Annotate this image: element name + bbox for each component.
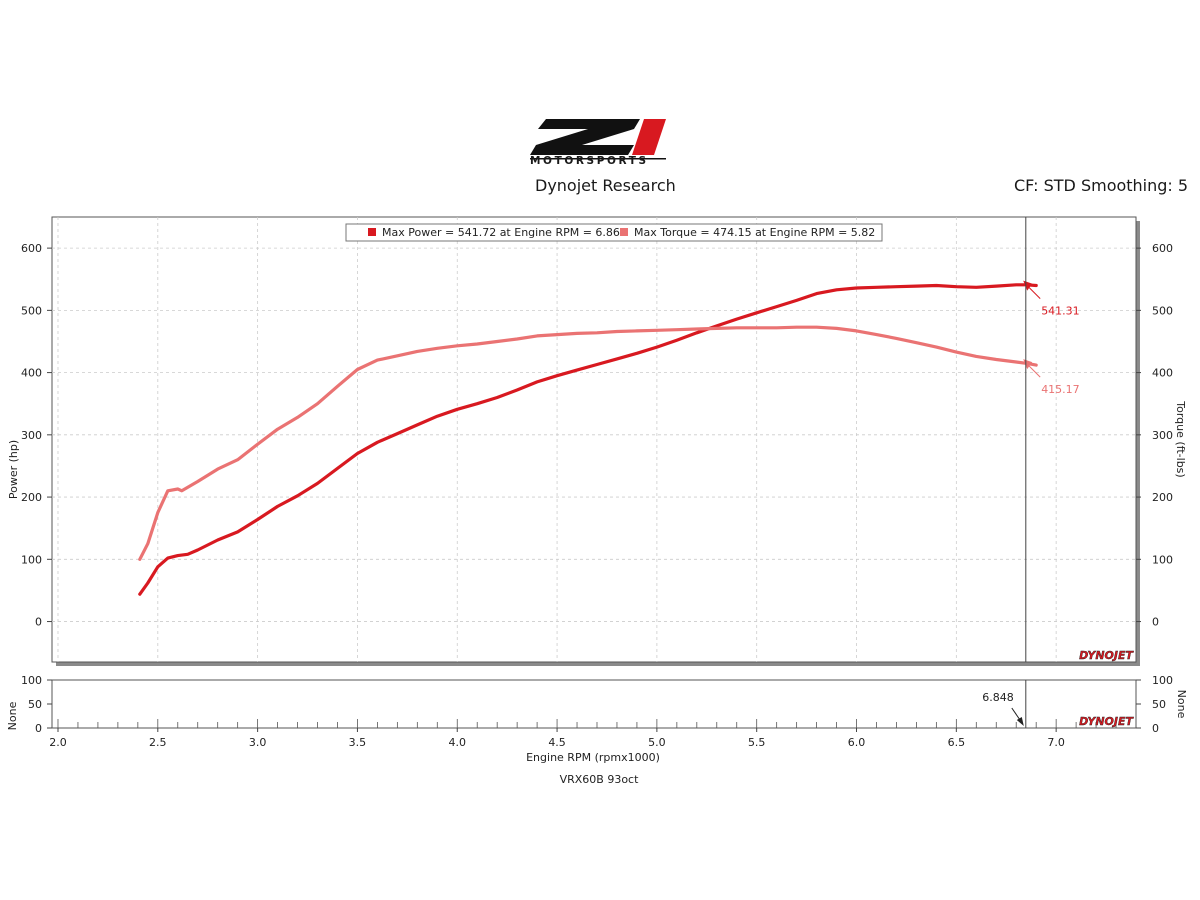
y-tick-label-right: 0 [1152, 616, 1159, 629]
x-tick-label: 3.5 [349, 736, 367, 749]
x-tick-label: 3.0 [249, 736, 267, 749]
sub-y-axis-title-right: None [1175, 690, 1188, 719]
y-axis-title-left: Power (hp) [7, 440, 20, 499]
annotation-leader [1027, 286, 1041, 299]
x-tick-label: 2.0 [49, 736, 67, 749]
y-tick-label-left: 100 [21, 553, 42, 566]
y-tick-label-left: 200 [21, 491, 42, 504]
chart-caption: VRX60B 93oct [560, 773, 640, 786]
y-tick-label-right: 300 [1152, 429, 1173, 442]
sub-y-axis-title-left: None [6, 701, 19, 730]
x-tick-label: 2.5 [149, 736, 167, 749]
chart-subtitle: Dynojet Research [535, 176, 676, 195]
annotation-label: 415.17 [1041, 383, 1080, 396]
x-tick-label: 4.0 [449, 736, 467, 749]
dynojet-watermark: DYNOJET [1079, 649, 1134, 662]
main-plot-area [51, 216, 1137, 663]
sub-y-tick-label-left: 0 [35, 722, 42, 735]
x-tick-label: 5.5 [748, 736, 766, 749]
sub-plot-area [51, 679, 1137, 729]
cf-smoothing-text: CF: STD Smoothing: 5 [1014, 176, 1189, 195]
y-axis-title-right: Torque (ft-lbs) [1174, 400, 1187, 477]
sub-y-tick-label-left: 100 [21, 674, 42, 687]
legend-label: Max Torque = 474.15 at Engine RPM = 5.82 [634, 226, 875, 239]
x-tick-label: 4.5 [548, 736, 566, 749]
sub-y-tick-label-left: 50 [28, 698, 42, 711]
cursor-label: 6.848 [982, 691, 1014, 704]
legend-swatch [620, 228, 628, 236]
y-tick-label-right: 200 [1152, 491, 1173, 504]
y-tick-label-right: 500 [1152, 304, 1173, 317]
sub-y-tick-label-right: 100 [1152, 674, 1173, 687]
x-tick-label: 6.5 [948, 736, 966, 749]
x-axis-title: Engine RPM (rpmx1000) [526, 751, 660, 764]
x-tick-label: 7.0 [1047, 736, 1065, 749]
legend-swatch [368, 228, 376, 236]
legend-box [345, 223, 883, 242]
annotation-label: 541.31 [1041, 305, 1080, 318]
sub-y-tick-label-right: 0 [1152, 722, 1159, 735]
x-tick-label: 6.0 [848, 736, 866, 749]
series-line-torque [138, 325, 1038, 561]
y-tick-label-right: 400 [1152, 367, 1173, 380]
y-tick-label-right: 600 [1152, 242, 1173, 255]
sub-y-tick-label-right: 50 [1152, 698, 1166, 711]
y-tick-label-right: 100 [1152, 553, 1173, 566]
x-tick-label: 5.0 [648, 736, 666, 749]
cursor-arrow [1016, 717, 1024, 726]
y-tick-label-left: 400 [21, 367, 42, 380]
dynojet-watermark-sub: DYNOJET [1079, 715, 1134, 728]
legend-label: Max Power = 541.72 at Engine RPM = 6.86 [382, 226, 620, 239]
y-tick-label-left: 600 [21, 242, 42, 255]
logo-text: MOTORSPORTS [530, 155, 649, 167]
series-line-power [138, 283, 1038, 596]
y-tick-label-left: 0 [35, 616, 42, 629]
y-tick-label-left: 300 [21, 429, 42, 442]
annotation-leader [1027, 364, 1041, 378]
y-tick-label-left: 500 [21, 304, 42, 317]
z1-motorsports-logo [530, 119, 666, 160]
